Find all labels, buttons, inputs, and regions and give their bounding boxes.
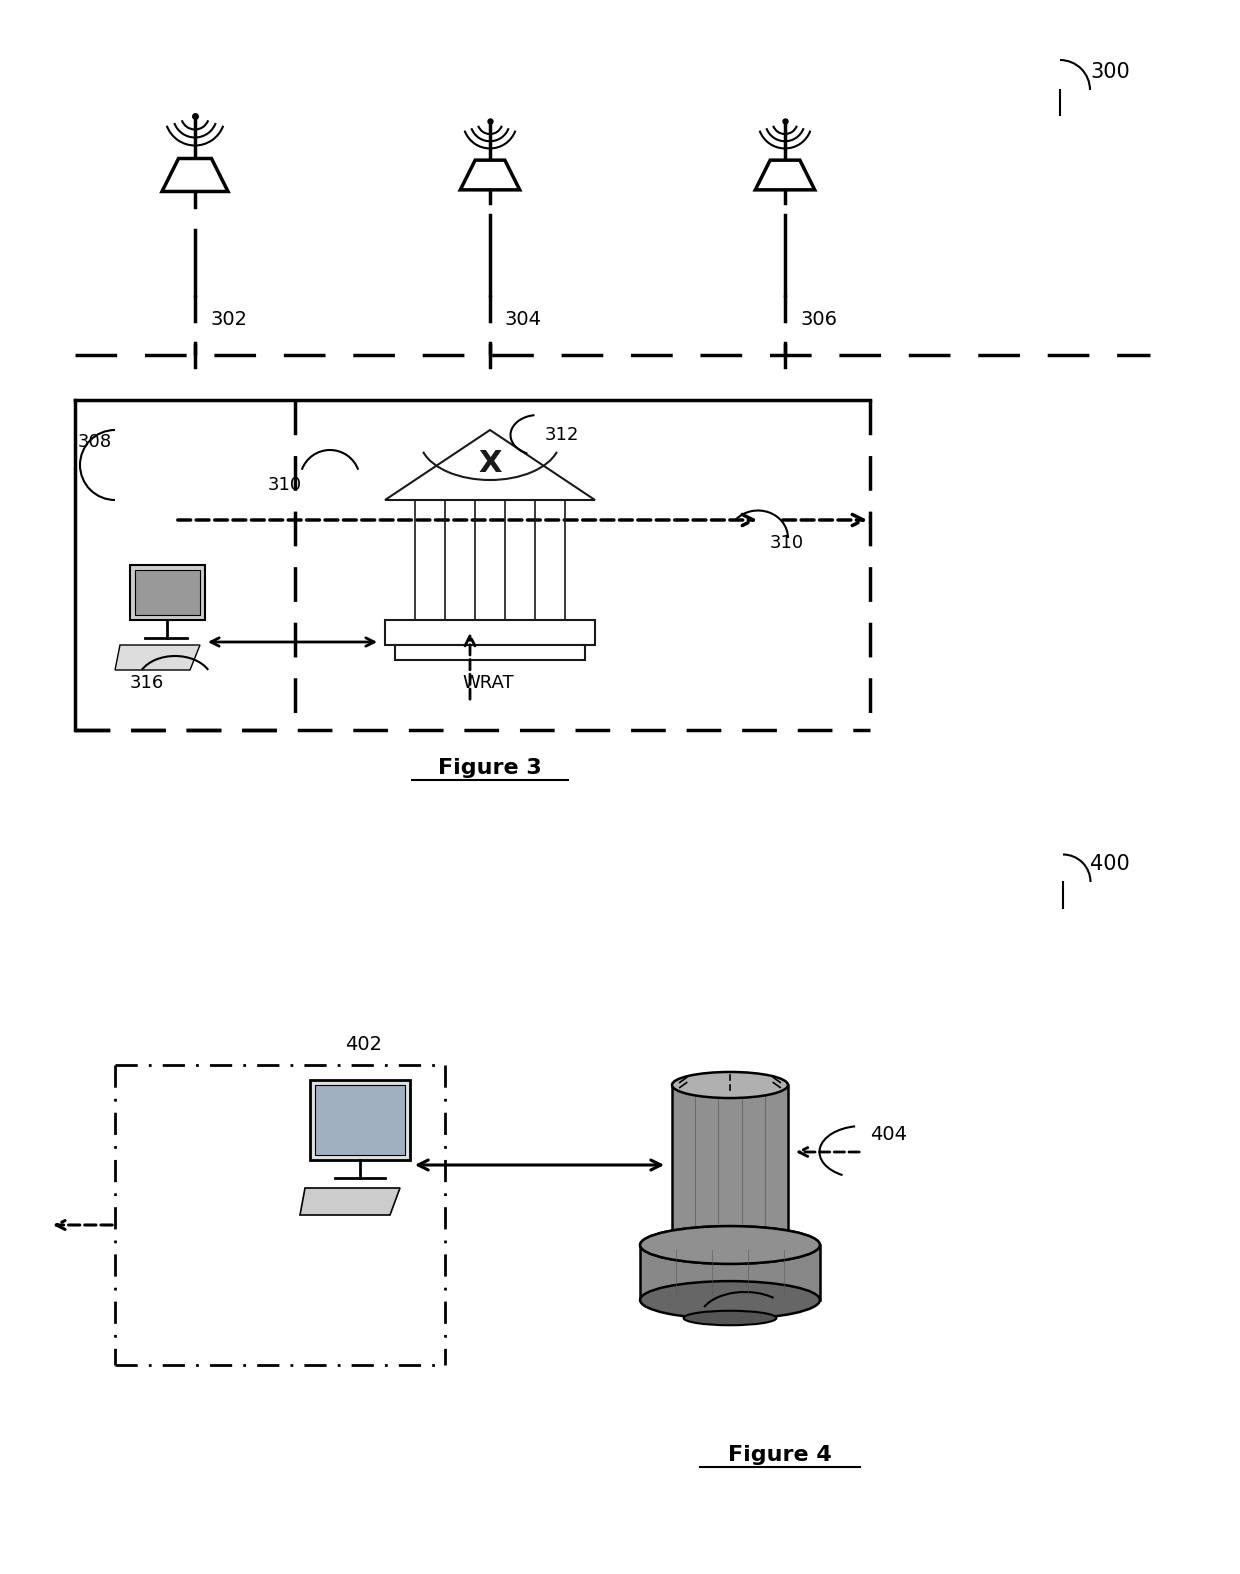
Text: 401: 401 <box>712 1310 749 1328</box>
Ellipse shape <box>640 1226 820 1264</box>
Text: 404: 404 <box>870 1125 906 1144</box>
Text: 400: 400 <box>1090 855 1130 874</box>
Bar <box>396 645 585 660</box>
Text: WRAT: WRAT <box>463 674 513 693</box>
Polygon shape <box>115 645 200 671</box>
Text: Figure 3: Figure 3 <box>438 759 542 778</box>
Text: 304: 304 <box>505 310 542 329</box>
Text: 302: 302 <box>210 310 247 329</box>
Ellipse shape <box>640 1226 820 1264</box>
Text: 308: 308 <box>78 433 112 452</box>
Bar <box>384 620 595 645</box>
Polygon shape <box>130 565 205 620</box>
Text: 312: 312 <box>546 427 579 444</box>
Ellipse shape <box>640 1281 820 1319</box>
Bar <box>672 1084 787 1254</box>
Polygon shape <box>755 161 815 190</box>
Text: 310: 310 <box>770 534 804 552</box>
Polygon shape <box>135 570 200 615</box>
Bar <box>315 1084 405 1155</box>
Text: 310: 310 <box>268 475 303 494</box>
Bar <box>310 1080 410 1160</box>
Text: 402: 402 <box>345 1036 382 1055</box>
Bar <box>640 1245 820 1300</box>
Ellipse shape <box>672 1072 787 1099</box>
Polygon shape <box>300 1188 401 1215</box>
Text: 316: 316 <box>130 674 164 693</box>
Ellipse shape <box>683 1311 776 1325</box>
Text: X: X <box>477 449 501 478</box>
Text: 300: 300 <box>1090 61 1130 82</box>
Polygon shape <box>162 159 228 192</box>
Text: 306: 306 <box>800 310 837 329</box>
Polygon shape <box>460 161 520 190</box>
Text: Figure 4: Figure 4 <box>728 1445 832 1465</box>
